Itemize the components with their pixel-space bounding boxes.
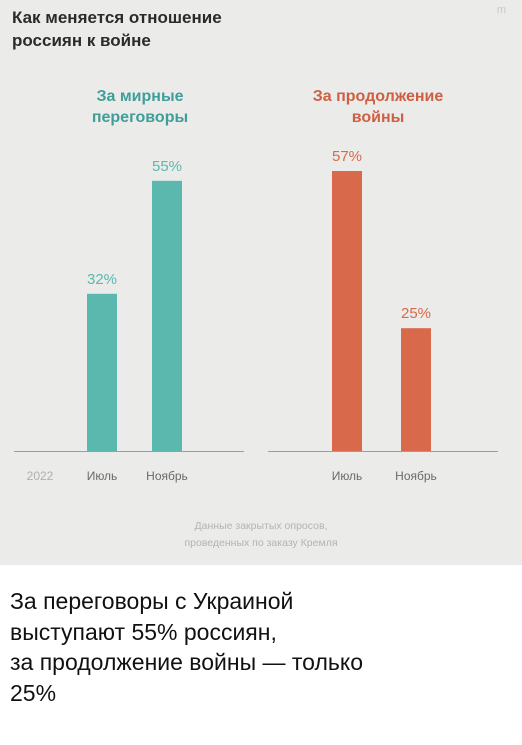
- watermark-logo: m: [496, 4, 506, 16]
- source-note: Данные закрытых опросов, проведенных по …: [184, 520, 338, 549]
- bar-series-2-Июль: [332, 171, 362, 451]
- year-label: 2022: [27, 469, 54, 483]
- x-tick-label: Ноябрь: [146, 469, 188, 483]
- data-label: 32%: [87, 271, 117, 288]
- data-label: 57%: [332, 148, 362, 165]
- post-caption: За переговоры с Украиной выступают 55% р…: [10, 588, 363, 706]
- x-tick-label: Июль: [332, 469, 363, 483]
- infographic-card: Как меняется отношение россиян к войне m…: [0, 0, 522, 565]
- bar-chart: 32% Июль 55% Ноябрь 57% Июль 25% Ноябрь 2022: [14, 148, 498, 483]
- chart-title: Как меняется отношение россиян к войне: [12, 8, 222, 50]
- data-label: 25%: [401, 305, 431, 322]
- x-tick-label: Ноябрь: [395, 469, 437, 483]
- bar-series-2-Ноябрь: [401, 328, 431, 451]
- legend-peace-talks: За мирные переговоры: [91, 88, 189, 126]
- bar-series-1-Июль: [87, 293, 117, 451]
- legend-continue-war: За продолжение войны: [312, 88, 444, 126]
- data-label: 55%: [152, 158, 182, 175]
- bar-series-1-Ноябрь: [152, 180, 182, 451]
- x-tick-label: Июль: [87, 469, 118, 483]
